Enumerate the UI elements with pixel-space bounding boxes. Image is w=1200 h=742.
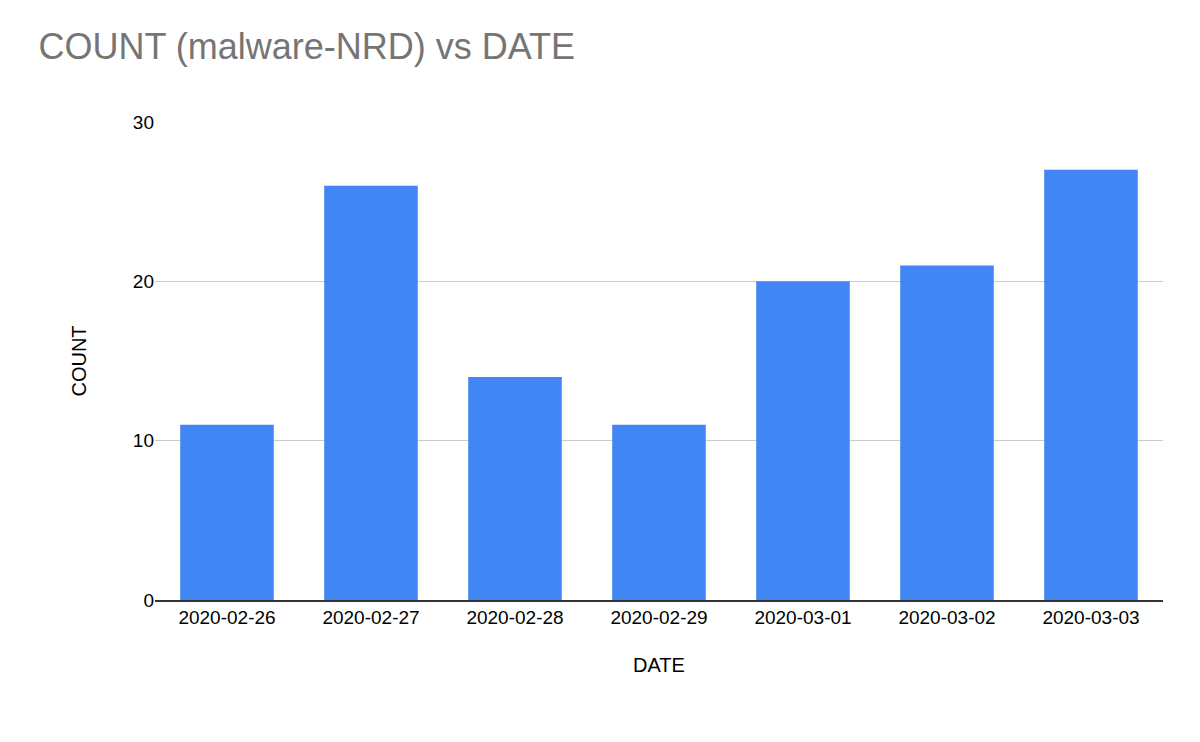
svg-text:2020-03-03: 2020-03-03	[1042, 607, 1139, 628]
svg-text:2020-02-28: 2020-02-28	[466, 607, 563, 628]
svg-text:2020-02-27: 2020-02-27	[322, 607, 419, 628]
svg-text:10: 10	[133, 430, 154, 451]
svg-text:20: 20	[133, 271, 154, 292]
svg-text:COUNT (malware-NRD) vs DATE: COUNT (malware-NRD) vs DATE	[38, 26, 575, 67]
svg-text:2020-03-01: 2020-03-01	[754, 607, 851, 628]
svg-text:2020-02-26: 2020-02-26	[178, 607, 275, 628]
svg-text:DATE: DATE	[633, 654, 685, 676]
svg-text:2020-03-02: 2020-03-02	[898, 607, 995, 628]
svg-text:30: 30	[133, 112, 154, 133]
svg-text:2020-02-29: 2020-02-29	[610, 607, 707, 628]
svg-text:COUNT: COUNT	[68, 325, 90, 396]
svg-text:0: 0	[143, 590, 154, 611]
